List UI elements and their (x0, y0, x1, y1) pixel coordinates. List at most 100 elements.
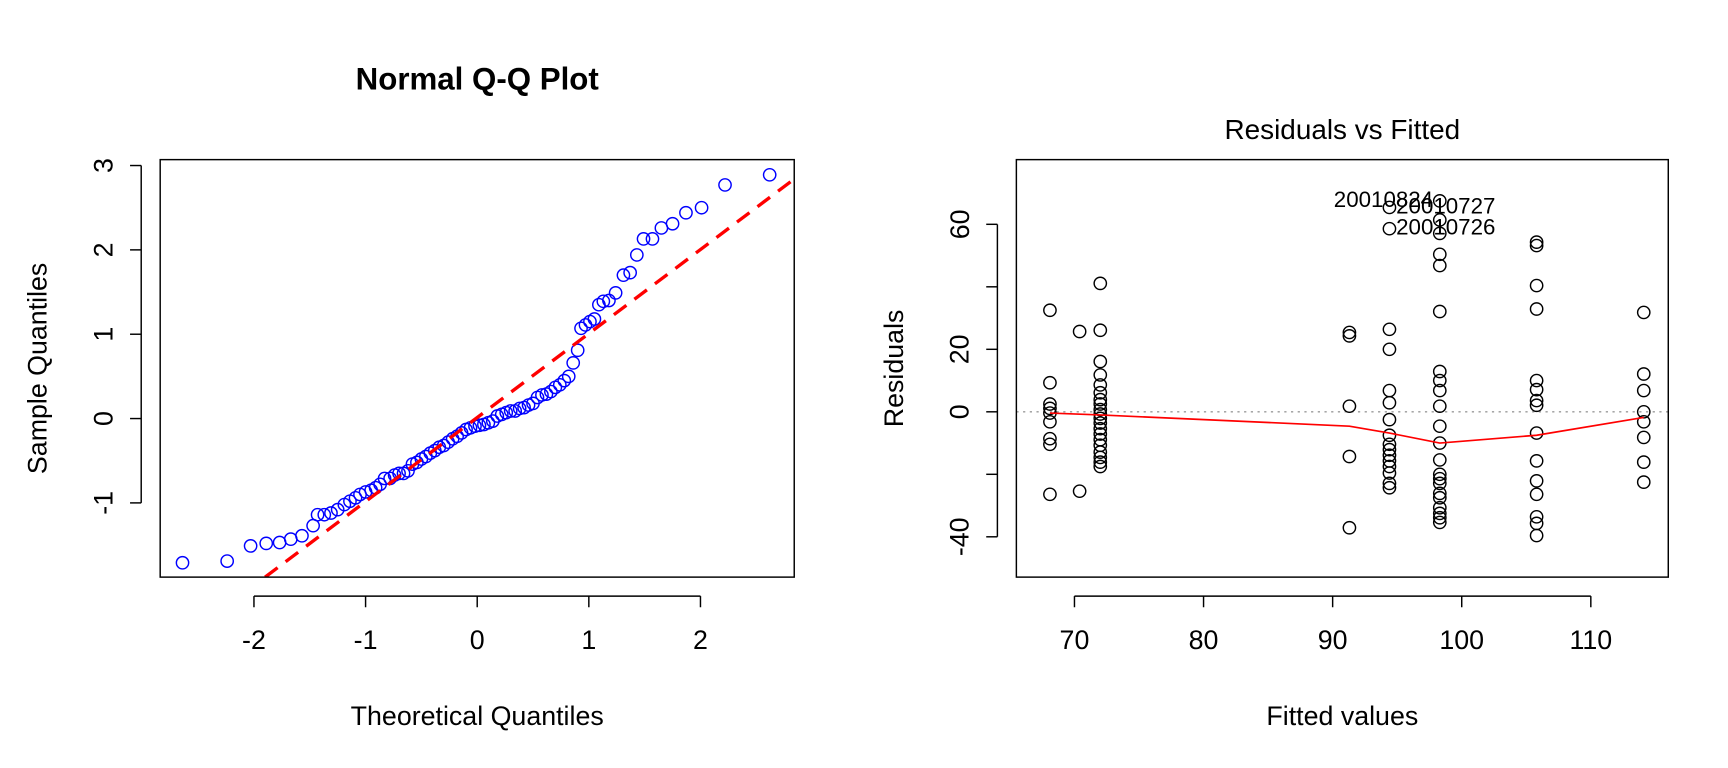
point (1093, 455, 1108, 469)
point (1382, 428, 1397, 443)
point (243, 539, 258, 553)
point (608, 286, 623, 300)
point (1636, 455, 1651, 469)
point (1636, 414, 1651, 429)
point (1432, 383, 1447, 398)
point (295, 528, 309, 543)
point (1529, 302, 1544, 316)
plot-frame (1015, 158, 1670, 578)
point (175, 555, 190, 570)
point (1432, 515, 1447, 530)
point (1529, 474, 1544, 488)
point (472, 418, 487, 433)
x-axis-label: Fitted values (1266, 701, 1418, 731)
point (1432, 486, 1447, 501)
point (1529, 509, 1544, 524)
point (1093, 378, 1108, 392)
point (377, 471, 392, 486)
y-axis-label: Residuals (879, 310, 909, 428)
point (1432, 247, 1447, 262)
point (1529, 398, 1544, 413)
x-tick-label: 2 (693, 625, 708, 655)
point (1432, 258, 1447, 273)
point (1093, 421, 1108, 436)
point (1093, 323, 1108, 338)
x-tick-label: 90 (1318, 625, 1348, 655)
point (317, 507, 332, 522)
point (1382, 383, 1397, 398)
point (616, 268, 631, 283)
point (1382, 221, 1397, 236)
y-tick-label: -1 (89, 491, 119, 515)
point (1636, 430, 1651, 445)
y-tick-label: 0 (945, 404, 975, 419)
point (1529, 238, 1544, 253)
point (1093, 392, 1108, 407)
point (1043, 397, 1057, 411)
smooth-line (1049, 412, 1644, 444)
point (1382, 442, 1397, 457)
point (220, 554, 235, 568)
x-tick-label: 0 (470, 625, 485, 655)
point (1529, 426, 1544, 440)
point (324, 506, 338, 520)
plot-frame (159, 158, 795, 578)
point (1342, 449, 1357, 464)
point (587, 312, 602, 326)
point (1636, 475, 1651, 489)
point (1432, 364, 1447, 379)
point (1093, 427, 1108, 441)
point (762, 167, 777, 182)
point (1432, 226, 1447, 241)
point-label: 20010727 (1396, 193, 1495, 218)
point (1342, 325, 1357, 340)
y-tick-label: 60 (945, 209, 975, 239)
point (1093, 385, 1108, 400)
x-tick-label: 70 (1060, 625, 1090, 655)
point (1432, 500, 1447, 515)
point (623, 265, 638, 280)
y-tick-label: 2 (89, 242, 119, 257)
point (310, 507, 325, 522)
point (1529, 454, 1544, 468)
point-label: 20010824 (1334, 187, 1433, 212)
point (283, 532, 298, 547)
plot-area (1016, 194, 1669, 543)
point (718, 178, 732, 192)
point (1432, 476, 1447, 491)
qq-line (264, 177, 795, 578)
point (629, 248, 644, 262)
point (1342, 399, 1357, 414)
point (1382, 466, 1397, 480)
x-tick-label: 100 (1439, 625, 1484, 655)
point (1382, 412, 1397, 427)
x-tick-label: 110 (1569, 625, 1612, 655)
point (1432, 194, 1447, 208)
point (636, 232, 651, 246)
point (1072, 324, 1087, 339)
point (557, 373, 572, 388)
point (574, 321, 588, 336)
point (1382, 448, 1397, 463)
y-tick-label: 0 (89, 411, 119, 426)
point (1432, 399, 1447, 414)
point (1043, 431, 1057, 446)
x-axis-label: Theoretical Quantiles (351, 701, 604, 731)
point (1529, 278, 1544, 293)
point (1432, 467, 1447, 482)
point (570, 343, 585, 358)
point (1636, 305, 1651, 320)
point (259, 536, 274, 551)
point (1529, 382, 1544, 397)
point (1382, 322, 1397, 337)
point (1093, 445, 1108, 459)
y-tick-label: 20 (945, 334, 975, 364)
chart-title: Residuals vs Fitted (1225, 114, 1461, 145)
point (1432, 510, 1447, 525)
point (1382, 476, 1397, 491)
point (1529, 393, 1544, 408)
point (1093, 450, 1108, 465)
point (1072, 484, 1087, 499)
point (1382, 200, 1397, 215)
